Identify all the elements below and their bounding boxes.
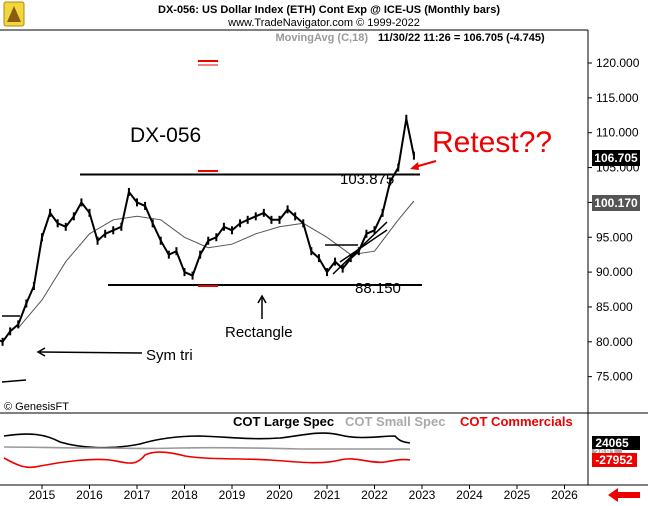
cot-large-spec-line [3,432,411,449]
cot-commercials-legend: COT Commercials [460,414,573,429]
source-label: © GenesisFT [4,401,69,413]
cot-large-legend: COT Large Spec [233,414,334,429]
cot-commercials-line [3,451,411,469]
y-tick-label: 85.000 [596,300,633,314]
header-copyright: www.TradeNavigator.com © 1999-2022 [227,17,420,29]
y-tick-label: 120.000 [596,56,640,70]
rectangle-arrow [257,294,267,319]
sym-tri-bottom [1,379,27,383]
svg-text:106.705: 106.705 [594,151,638,165]
sym-tri-arrow [36,347,143,357]
rectangle-label: Rectangle [225,324,293,341]
y-tick-label: 95.000 [596,230,633,244]
cot-large-tag: 24065 [592,436,640,450]
x-tick-label: 2026 [551,488,578,502]
svg-text:-27952: -27952 [595,453,633,467]
header-quote: 11/30/22 11:26 = 106.705 (-4.745) [378,32,545,44]
y-tick-label: 115.000 [596,91,639,105]
svg-text:100.170: 100.170 [594,196,638,210]
lower-level-label: 88.150 [355,280,401,297]
trade-navigator-logo [3,1,25,27]
x-tick-label: 2021 [314,488,341,502]
moving-average-line [17,200,415,329]
retest-annotation: Retest?? [432,126,552,159]
x-tick-label: 2016 [76,488,103,502]
svg-text:24065: 24065 [595,436,629,450]
chart-label: DX-056 [130,124,201,147]
x-tick-label: 2022 [361,488,388,502]
y-axis-ticks: 120.000115.000110.000105.000100.00095.00… [588,56,640,384]
sym-tri-label: Sym tri [146,347,193,364]
upper-level-label: 103.875 [340,171,394,188]
cot-commercials-tag: -27952 [592,453,637,467]
x-tick-label: 2020 [266,488,293,502]
x-tick-label: 2017 [124,488,151,502]
y-tick-label: 110.000 [596,126,639,140]
x-tick-label: 2019 [219,488,246,502]
x-tick-label: 2015 [29,488,56,502]
x-tick-label: 2024 [456,488,483,502]
y-tick-label: 80.000 [596,335,633,349]
x-axis-ticks: 2015 2016 2017 2018 2019 2020 2021 2022 2023 2024… [29,485,578,502]
cot-small-spec-line [3,446,410,450]
last-price-tag: 106.705 [592,150,640,166]
header-title: DX-056: US Dollar Index (ETH) Cont Exp @… [158,4,500,16]
y-tick-label: 90.000 [596,265,633,279]
price-line [0,118,415,344]
y-tick-label: 75.000 [596,370,633,384]
trendline-upper [339,229,388,263]
x-tick-label: 2023 [409,488,436,502]
indicator-label: MovingAvg (C,18) [276,32,369,44]
price-points [1,114,415,346]
x-tick-label: 2025 [504,488,531,502]
cot-small-legend: COT Small Spec [345,414,445,429]
red-markers [198,60,218,287]
scroll-left-arrow[interactable] [603,487,643,503]
retest-arrow [410,160,437,170]
moving-average-tag: 100.170 [592,195,640,211]
x-tick-label: 2018 [171,488,198,502]
